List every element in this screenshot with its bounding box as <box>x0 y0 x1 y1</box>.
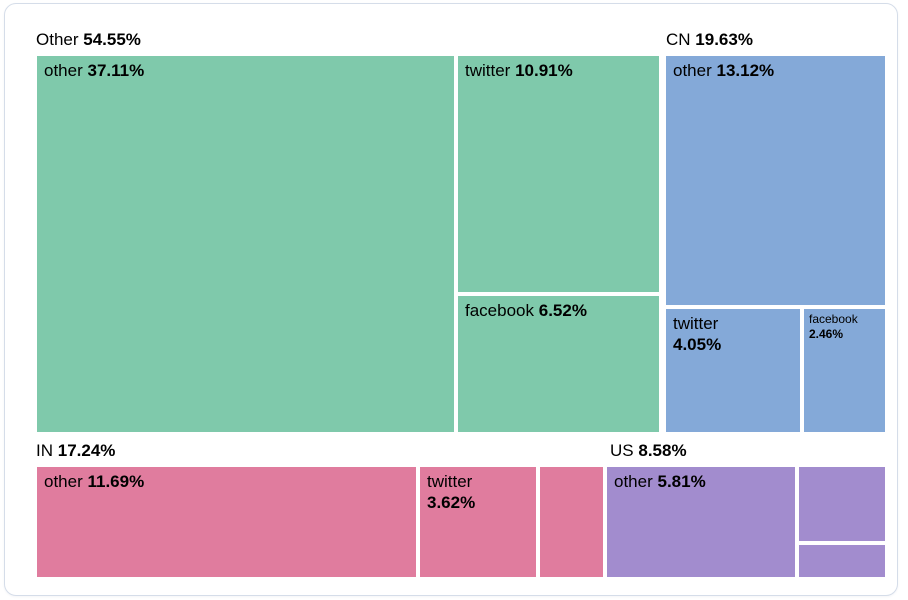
treemap-cell-in-twitter[interactable]: twitter 3.62% <box>420 467 536 577</box>
group-label-value: 54.55% <box>83 30 141 49</box>
group-label-name: CN <box>666 30 691 49</box>
cell-value: 3.62% <box>427 493 476 513</box>
cell-name: twitter <box>673 314 719 333</box>
cell-value: 37.11% <box>87 61 145 80</box>
cell-value: 6.52% <box>538 301 587 320</box>
group-label-value: 17.24% <box>57 441 116 460</box>
cell-value: 13.12% <box>716 61 775 80</box>
group-label-in: IN 17.24% <box>36 441 115 461</box>
treemap-cell-cn-other[interactable]: other 13.12% <box>666 56 885 305</box>
group-label-name: IN <box>36 441 53 460</box>
treemap-cell-in-unlabeled[interactable] <box>540 467 603 577</box>
group-label-cn: CN 19.63% <box>666 30 753 50</box>
cell-name: other <box>44 472 83 491</box>
treemap-cell-other-other[interactable]: other 37.11% <box>37 56 454 432</box>
group-label-other-group: Other 54.55% <box>36 30 141 50</box>
cell-name: facebook <box>809 312 858 326</box>
cell-name: twitter <box>427 472 473 491</box>
treemap-cell-other-facebook[interactable]: facebook 6.52% <box>458 296 659 432</box>
treemap-cell-us-unlabeled-bottom[interactable] <box>799 545 885 577</box>
group-label-us: US 8.58% <box>610 441 687 461</box>
group-label-name: Other <box>36 30 79 49</box>
cell-value: 2.46% <box>809 327 844 341</box>
treemap-cell-in-other[interactable]: other 11.69% <box>37 467 416 577</box>
cell-value: 11.69% <box>87 472 145 491</box>
treemap-cell-us-other[interactable]: other 5.81% <box>607 467 795 577</box>
treemap-cell-us-unlabeled-top[interactable] <box>799 467 885 541</box>
cell-name: twitter <box>465 61 511 80</box>
group-label-value: 19.63% <box>695 30 753 49</box>
cell-name: other <box>673 61 712 80</box>
cell-name: facebook <box>465 301 534 320</box>
cell-value: 4.05% <box>673 335 722 355</box>
cell-value: 10.91% <box>515 61 573 80</box>
group-label-value: 8.58% <box>638 441 687 460</box>
chart-card: Other 54.55% CN 19.63% IN 17.24% US 8.58% ot… <box>4 3 898 596</box>
group-label-name: US <box>610 441 634 460</box>
cell-name: other <box>614 472 653 491</box>
treemap-chart: Other 54.55% CN 19.63% IN 17.24% US 8.58% ot… <box>5 4 897 595</box>
cell-name: other <box>44 61 83 80</box>
treemap-cell-cn-facebook[interactable]: facebook 2.46% <box>804 309 885 432</box>
cell-value: 5.81% <box>657 472 706 491</box>
treemap-cell-other-twitter[interactable]: twitter 10.91% <box>458 56 659 292</box>
treemap-cell-cn-twitter[interactable]: twitter 4.05% <box>666 309 800 432</box>
